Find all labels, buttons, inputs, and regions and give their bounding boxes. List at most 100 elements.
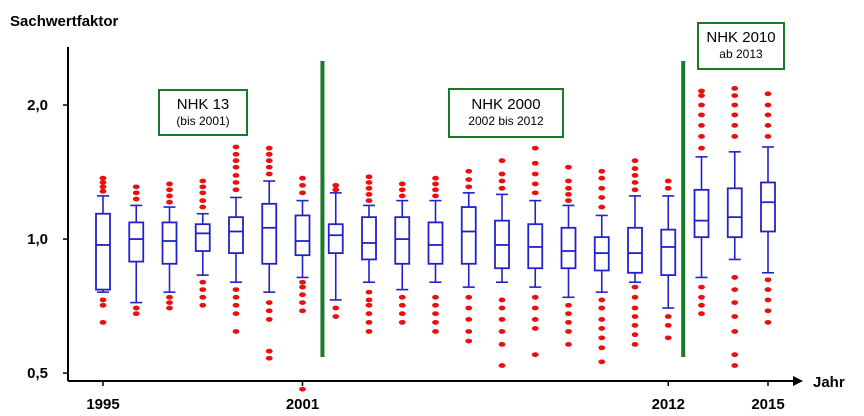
box-2006 bbox=[460, 168, 477, 344]
outlier-point bbox=[398, 181, 406, 187]
outlier-point bbox=[598, 335, 606, 341]
box-2000 bbox=[261, 145, 278, 361]
axes bbox=[67, 47, 803, 386]
outlier-point bbox=[565, 178, 572, 184]
outlier-point bbox=[299, 190, 306, 196]
outlier-point bbox=[698, 294, 705, 300]
outlier-point bbox=[664, 178, 672, 184]
outlier-point bbox=[465, 338, 473, 344]
outlier-point bbox=[465, 177, 473, 183]
box-iqr bbox=[261, 202, 278, 265]
box-iqr bbox=[361, 216, 377, 261]
box-2012 bbox=[660, 178, 677, 341]
outlier-point bbox=[698, 311, 705, 317]
outlier-point bbox=[498, 185, 506, 191]
y-tick-label: 1,0 bbox=[27, 231, 48, 248]
outlier-point bbox=[465, 317, 473, 322]
outlier-point bbox=[265, 348, 273, 354]
outlier-point bbox=[432, 175, 439, 181]
outlier-point bbox=[531, 181, 539, 187]
outlier-point bbox=[598, 185, 606, 191]
annotation-nhk2000-title: NHK 2000 bbox=[471, 96, 541, 113]
outlier-point bbox=[99, 188, 107, 194]
outlier-point bbox=[698, 134, 705, 139]
annotation-nhk13-title: NHK 13 bbox=[176, 96, 230, 113]
outlier-point bbox=[232, 151, 240, 157]
x-axis-arrow bbox=[793, 376, 803, 386]
box-1998 bbox=[194, 178, 211, 308]
box-2007 bbox=[494, 158, 510, 368]
outlier-point bbox=[565, 198, 572, 204]
outlier-point bbox=[99, 184, 107, 190]
outlier-point bbox=[265, 171, 273, 177]
outlier-point bbox=[232, 158, 240, 164]
outlier-point bbox=[232, 287, 240, 293]
outlier-point bbox=[432, 193, 439, 199]
box-2013 bbox=[693, 88, 710, 317]
outlier-point bbox=[299, 182, 306, 188]
outlier-point bbox=[531, 326, 539, 331]
outlier-point bbox=[598, 175, 606, 181]
box-iqr bbox=[693, 188, 710, 239]
outlier-point bbox=[99, 180, 107, 185]
outlier-point bbox=[698, 112, 705, 118]
outlier-point bbox=[731, 287, 739, 293]
outlier-point bbox=[598, 305, 606, 311]
outlier-point bbox=[731, 93, 739, 98]
outlier-point bbox=[598, 204, 606, 210]
outlier-point bbox=[332, 187, 340, 193]
tick-labels: 0,5 1,0 2,0 1995 2001 2012 2015 bbox=[27, 97, 785, 413]
outlier-point bbox=[664, 335, 672, 341]
outlier-point bbox=[498, 342, 506, 347]
outlier-point bbox=[664, 314, 672, 319]
box-2009 bbox=[560, 164, 577, 347]
outlier-point bbox=[398, 294, 406, 300]
outlier-point bbox=[232, 180, 240, 185]
outlier-point bbox=[265, 308, 273, 314]
outlier-point bbox=[565, 164, 572, 170]
outlier-point bbox=[265, 300, 273, 305]
outlier-point bbox=[598, 195, 606, 200]
outlier-point bbox=[299, 386, 306, 392]
outlier-point bbox=[365, 198, 373, 204]
box-1999 bbox=[228, 144, 244, 334]
outlier-point bbox=[598, 359, 606, 365]
outlier-point bbox=[365, 191, 373, 197]
outlier-point bbox=[731, 85, 739, 91]
outlier-point bbox=[132, 311, 140, 317]
box-2010 bbox=[593, 168, 610, 365]
box-2014 bbox=[726, 85, 743, 368]
outlier-point bbox=[731, 102, 739, 108]
outlier-point bbox=[531, 145, 539, 151]
outlier-point bbox=[99, 175, 107, 181]
outlier-point bbox=[598, 345, 606, 351]
outlier-point bbox=[531, 190, 539, 196]
box-2005 bbox=[427, 175, 444, 334]
outlier-point bbox=[199, 178, 207, 184]
box-series bbox=[95, 85, 776, 392]
outlier-point bbox=[764, 297, 772, 303]
outlier-point bbox=[731, 314, 739, 319]
outlier-point bbox=[365, 329, 373, 334]
outlier-point bbox=[498, 317, 506, 322]
y-tick-label: 0,5 bbox=[27, 365, 48, 382]
outlier-point bbox=[731, 363, 739, 368]
outlier-point bbox=[631, 158, 639, 164]
outlier-point bbox=[531, 171, 539, 177]
outlier-point bbox=[199, 294, 207, 300]
outlier-point bbox=[698, 145, 705, 151]
box-iqr bbox=[128, 221, 145, 263]
box-iqr bbox=[327, 223, 344, 255]
outlier-point bbox=[498, 329, 506, 334]
outlier-point bbox=[432, 311, 439, 317]
box-1995 bbox=[95, 175, 111, 325]
outlier-point bbox=[465, 329, 473, 334]
outlier-point bbox=[299, 292, 306, 298]
x-tick-label: 2001 bbox=[286, 396, 319, 413]
outlier-point bbox=[465, 305, 473, 311]
outlier-point bbox=[698, 88, 705, 94]
x-tick-label: 1995 bbox=[86, 396, 119, 413]
annotation-nhk2010-title: NHK 2010 bbox=[706, 29, 776, 46]
outlier-point bbox=[199, 198, 207, 204]
outlier-point bbox=[332, 182, 340, 188]
